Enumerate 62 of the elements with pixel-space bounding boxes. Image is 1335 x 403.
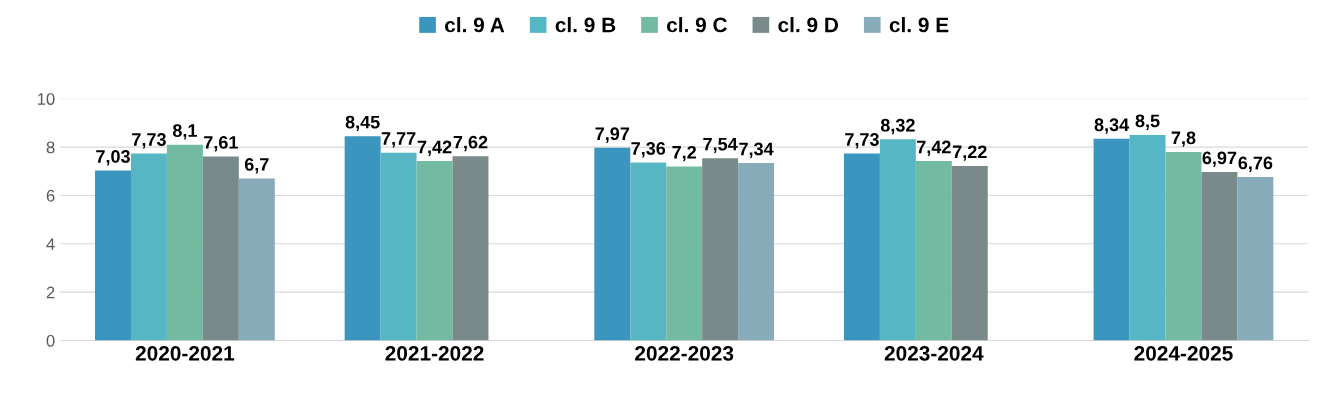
data-label: 7,2	[672, 145, 697, 162]
bar	[630, 162, 667, 341]
x-tick-label: 2020-2021	[135, 345, 235, 361]
data-label: 8,45	[345, 115, 380, 132]
bar	[843, 153, 880, 341]
legend-label: cl. 9 D	[778, 17, 839, 33]
data-label: 6,97	[1202, 151, 1237, 167]
bar	[1237, 177, 1274, 341]
bar	[95, 170, 131, 341]
data-label: 8,5	[1135, 114, 1160, 130]
data-label: 7,42	[417, 140, 452, 156]
x-tick-label: 2021-2022	[385, 345, 484, 361]
data-label: 6,7	[244, 158, 269, 174]
y-tick-label: 0	[46, 334, 55, 347]
data-label: 7,42	[917, 140, 951, 156]
y-tick-label: 10	[37, 93, 55, 105]
bar	[879, 139, 916, 341]
bar	[238, 178, 275, 341]
data-label: 7,62	[453, 135, 488, 152]
data-label: 7,77	[381, 132, 416, 148]
y-tick-label: 2	[46, 286, 55, 299]
data-label: 7,61	[204, 136, 238, 152]
bar	[951, 165, 988, 341]
bar	[666, 166, 703, 341]
data-label: 7,22	[952, 145, 987, 161]
data-label: 8,32	[880, 118, 915, 135]
bar	[594, 147, 631, 341]
y-tick-label: 6	[46, 189, 55, 202]
data-label: 6,76	[1238, 156, 1273, 172]
y-tick-label: 4	[46, 238, 55, 250]
legend-label: cl. 9 A	[445, 17, 505, 33]
bar	[1129, 135, 1166, 341]
bar	[416, 161, 453, 341]
bar	[202, 156, 239, 341]
data-label: 7,73	[845, 133, 879, 149]
bar	[702, 158, 739, 341]
data-label: 7,34	[739, 142, 774, 158]
bar	[380, 152, 417, 341]
bar	[1165, 151, 1202, 341]
bar	[1093, 138, 1130, 341]
bar	[915, 161, 952, 341]
bar	[738, 163, 775, 341]
data-label: 8,34	[1094, 118, 1130, 134]
data-label: 7,36	[631, 142, 666, 158]
data-label: 7,03	[96, 150, 130, 166]
legend-label: cl. 9 C	[667, 17, 727, 33]
bar	[344, 136, 381, 341]
bar	[130, 153, 167, 341]
data-label: 8,1	[172, 124, 197, 140]
legend-label: cl. 9 E	[889, 17, 949, 33]
legend-label: cl. 9 B	[555, 17, 616, 33]
data-label: 7,73	[132, 133, 166, 149]
data-label: 7,97	[595, 127, 630, 143]
x-tick-label: 2024-2025	[1134, 345, 1233, 361]
data-label: 7,8	[1171, 131, 1196, 147]
x-tick-label: 2022-2023	[635, 345, 734, 361]
bar	[1201, 172, 1238, 341]
bar	[452, 156, 489, 341]
bar	[166, 144, 203, 341]
x-tick-label: 2023-2024	[884, 345, 984, 361]
data-label: 7,54	[703, 137, 738, 154]
y-tick-label: 8	[46, 141, 55, 154]
